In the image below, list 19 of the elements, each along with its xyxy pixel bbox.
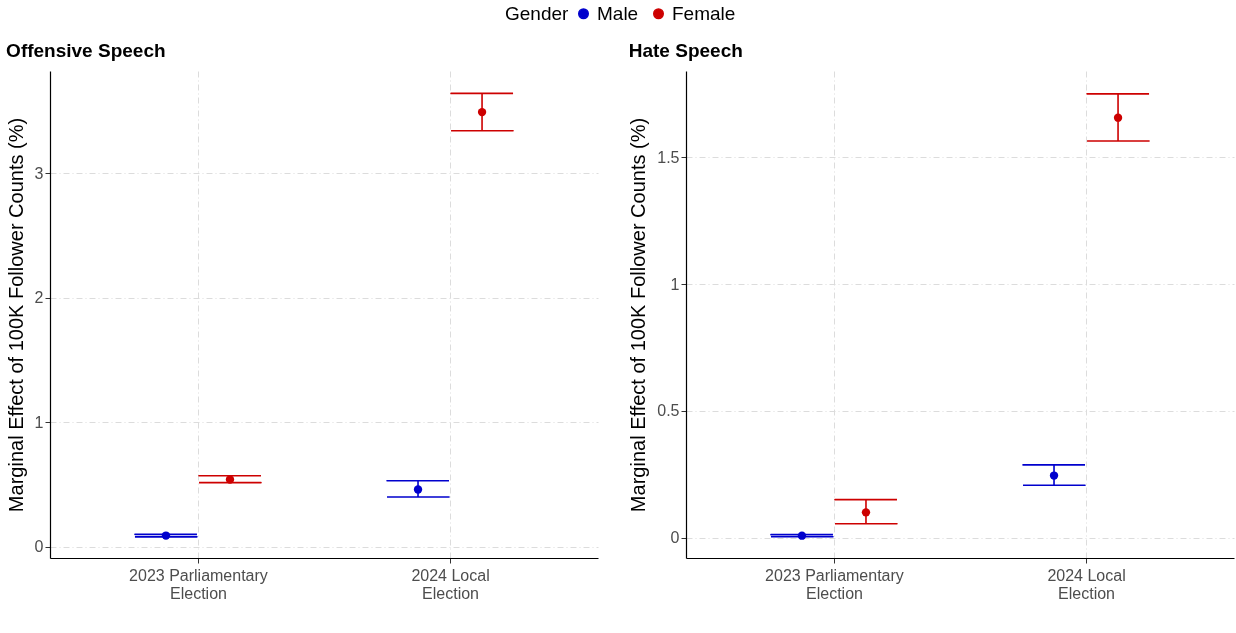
x-tick-label: 2023 Parliamentary Election [129, 566, 268, 602]
chart-title: Offensive Speech [6, 40, 166, 61]
legend-label: Male [597, 2, 639, 24]
y-tick-label: 0 [670, 529, 680, 547]
x-tick-label: 2024 Local Election [411, 566, 490, 602]
x-tick-label: 2024 Local Election [1047, 566, 1126, 602]
legend-title: Gender [505, 3, 570, 24]
y-tick-label: 1.5 [657, 148, 680, 166]
y-tick-label: 0 [34, 538, 44, 556]
y-tick-label: 1 [34, 413, 44, 431]
y-tick-label: 0.5 [657, 402, 680, 420]
chart-title: Hate Speech [628, 40, 743, 61]
y-tick-label: 3 [34, 164, 44, 182]
y-tick-label: 1 [670, 275, 680, 293]
legend-label: Female [672, 2, 736, 24]
y-tick-label: 2 [34, 289, 44, 307]
y-axis-title: Marginal Effect of 100K Follower Counts (%) [627, 117, 650, 513]
y-axis-title: Marginal Effect of 100K Follower Counts (%) [4, 117, 27, 513]
x-tick-label: 2023 Parliamentary Election [765, 566, 904, 602]
